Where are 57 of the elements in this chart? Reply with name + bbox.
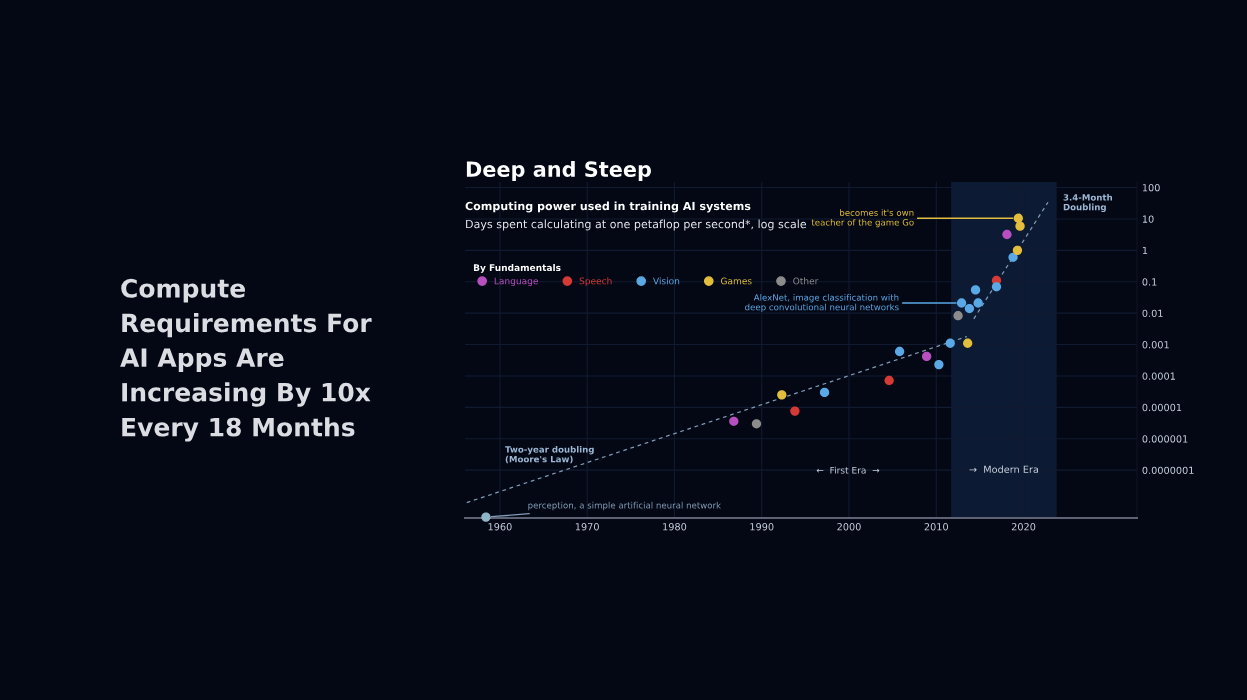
point [970, 285, 981, 295]
point [973, 298, 983, 308]
legend-label: Vision [653, 277, 680, 285]
y-tick-label: 0.1 [1142, 278, 1157, 286]
x-tick-label: 2000 [837, 523, 861, 531]
annotation: ← First Era → [816, 466, 880, 474]
point [790, 406, 800, 416]
point [819, 387, 830, 398]
x-tick-label: 1970 [575, 523, 599, 531]
x-tick-label: 1990 [750, 523, 774, 531]
x-tick-label: 2010 [924, 523, 948, 531]
x-tick-label: 1980 [663, 523, 687, 531]
annotation: perception, a simple artificial neural network [528, 501, 722, 511]
point [729, 416, 739, 426]
point [1002, 229, 1012, 240]
point [1012, 245, 1023, 255]
point [922, 351, 932, 362]
point [956, 298, 967, 308]
y-tick-label: 0.001 [1142, 341, 1169, 349]
y-tick-label: 0.0001 [1142, 372, 1175, 380]
legend-title: By Fundamentals [473, 264, 561, 273]
y-tick-label: 0.000001 [1142, 435, 1188, 443]
point [1008, 252, 1018, 262]
point [953, 311, 963, 321]
point [1015, 221, 1025, 231]
point [777, 390, 787, 400]
point [991, 282, 1002, 292]
annotation: Two-year doubling (Moore's Law) [505, 445, 594, 464]
point [934, 359, 944, 370]
annotation: AlexNet, image classification with deep convolutional neural networks [745, 294, 899, 313]
point [751, 419, 762, 429]
point [894, 346, 905, 357]
point [963, 338, 973, 348]
y-tick-label: 10 [1142, 215, 1154, 223]
legend-label: Games [721, 277, 752, 285]
text: Computing power used in training AI systems [465, 201, 751, 213]
y-tick-label: 0.01 [1142, 309, 1163, 317]
point [481, 512, 491, 522]
legend-label: Other [793, 277, 819, 285]
y-tick-label: 1 [1142, 246, 1148, 255]
point [964, 303, 975, 314]
y-tick-label: 0.00001 [1142, 403, 1182, 412]
annotation: 3.4-Month Doubling [1063, 193, 1113, 213]
text: Compute Requirements For AI Apps Are Increasing By 10x Every 18 Months [120, 278, 372, 442]
annotation: becomes it's own teacher of the game Go [811, 209, 914, 228]
y-axis-title: Days spent calculating at one petaflop per second*, log scale [466, 219, 807, 231]
y-tick-label: 100 [1142, 184, 1160, 192]
band-label: → Modern Era [969, 465, 1039, 473]
point [945, 338, 955, 348]
point [884, 375, 894, 386]
legend-label: Speech [579, 277, 612, 287]
x-tick-label: 1960 [488, 523, 512, 531]
y-tick-label: 0.0000001 [1142, 466, 1194, 475]
legend-label: Language [494, 277, 538, 287]
x-tick-label: 2020 [1011, 523, 1036, 531]
point [1013, 213, 1023, 223]
chart-title: Deep and Steep [466, 160, 651, 182]
